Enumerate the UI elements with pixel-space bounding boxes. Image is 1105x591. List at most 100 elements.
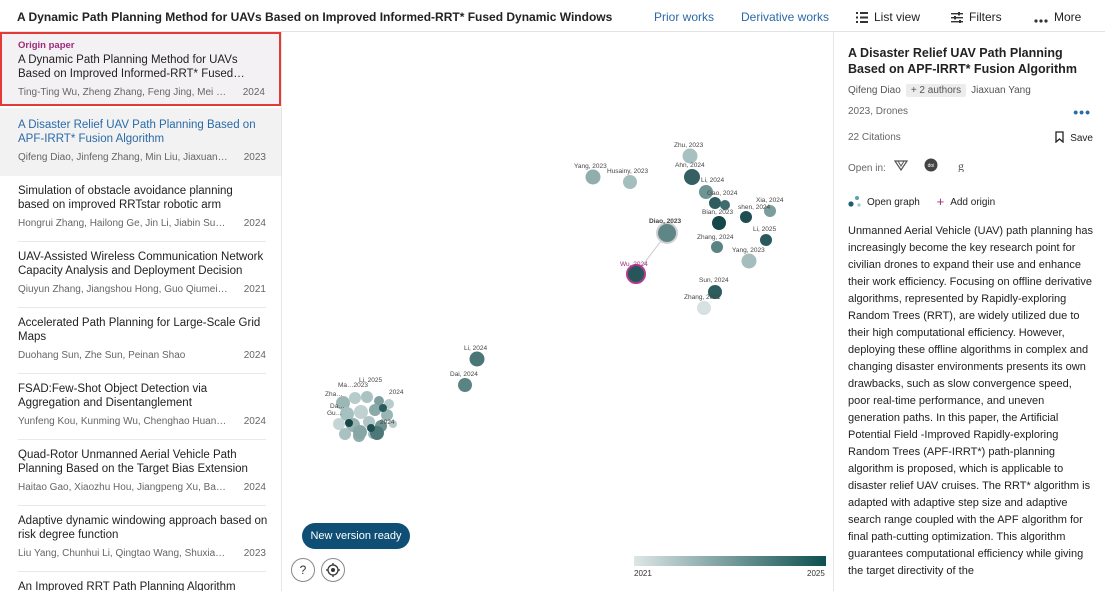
list-item[interactable]: Accelerated Path Planning for Large-Scal… bbox=[0, 308, 281, 374]
doi-icon[interactable]: doi bbox=[924, 158, 938, 172]
paper-list: Origin paper A Dynamic Path Planning Met… bbox=[0, 32, 282, 591]
list-item[interactable]: UAV-Assisted Wireless Communication Netw… bbox=[0, 242, 281, 308]
filters-label: Filters bbox=[969, 10, 1002, 24]
graph-node-origin[interactable] bbox=[626, 264, 646, 284]
detail-first-author[interactable]: Qifeng Diao bbox=[848, 85, 901, 96]
graph-node-label: Li, 2025 bbox=[753, 226, 777, 233]
graph-node-label: Yang, 2023 bbox=[574, 163, 607, 170]
filters-button[interactable]: Filters bbox=[951, 10, 1002, 24]
svg-text:doi: doi bbox=[928, 163, 935, 169]
paper-authors: Duohang Sun, Zhe Sun, Peinan Shao bbox=[18, 350, 186, 361]
detail-more-button[interactable]: ••• bbox=[1073, 104, 1091, 120]
graph-canvas[interactable]: Zhu, 2023 Yang, 2023 Husainy, 2023 Ahn, … bbox=[283, 32, 833, 591]
divider bbox=[18, 571, 266, 572]
recenter-button[interactable] bbox=[321, 558, 345, 582]
graph-node[interactable] bbox=[764, 205, 776, 217]
origin-paper-item[interactable]: Origin paper A Dynamic Path Planning Met… bbox=[0, 32, 281, 106]
graph-node-selected[interactable] bbox=[656, 222, 678, 244]
more-button[interactable]: More bbox=[1034, 10, 1081, 24]
plus-icon: + bbox=[936, 194, 945, 209]
derivative-works-link[interactable]: Derivative works bbox=[741, 10, 830, 24]
paper-authors: Haitao Gao, Xiaozhu Hou, Jiangpeng Xu, B… bbox=[18, 482, 230, 493]
paper-authors: Yunfeng Kou, Kunming Wu, Chenghao Huang,… bbox=[18, 416, 230, 427]
graph-node-label: Zhang, 2024 bbox=[697, 234, 734, 241]
paper-year: 2024 bbox=[243, 482, 266, 493]
graph-node[interactable] bbox=[708, 285, 722, 299]
list-view-button[interactable]: List view bbox=[856, 10, 920, 24]
graph-node[interactable] bbox=[682, 148, 698, 164]
top-bar: A Dynamic Path Planning Method for UAVs … bbox=[0, 0, 1105, 32]
prior-works-link[interactable]: Prior works bbox=[654, 10, 715, 24]
list-icon bbox=[856, 12, 868, 23]
graph-node-label: Ahn, 2024 bbox=[675, 162, 705, 169]
graph-node-label: Zhu, 2023 bbox=[674, 142, 704, 149]
graph-node[interactable] bbox=[709, 197, 721, 209]
graph-node[interactable] bbox=[623, 175, 637, 189]
divider bbox=[18, 505, 266, 506]
paper-year: 2024 bbox=[243, 350, 266, 361]
graph-node[interactable] bbox=[711, 241, 723, 253]
help-button[interactable]: ? bbox=[291, 558, 315, 582]
graph-node[interactable] bbox=[469, 351, 485, 367]
list-item[interactable]: A Disaster Relief UAV Path Planning Base… bbox=[0, 108, 281, 176]
more-authors-chip[interactable]: + 2 authors bbox=[905, 84, 967, 97]
paper-year: 2021 bbox=[243, 284, 266, 295]
graph-title: A Dynamic Path Planning Method for UAVs … bbox=[17, 10, 613, 24]
graph-node-label: Gao, 2024 bbox=[707, 190, 738, 197]
graph-node[interactable] bbox=[585, 169, 601, 185]
add-origin-label: Add origin bbox=[950, 197, 996, 208]
citation-graph[interactable]: Zhu, 2023 Yang, 2023 Husainy, 2023 Ahn, … bbox=[283, 32, 833, 591]
semantic-scholar-icon[interactable] bbox=[893, 158, 909, 172]
paper-authors: Qiuyun Zhang, Jiangshou Hong, Guo Qiumei… bbox=[18, 284, 230, 295]
google-scholar-icon[interactable]: g bbox=[955, 158, 969, 173]
graph-node-label: Yang, 2023 bbox=[732, 247, 765, 254]
graph-node-label: Wu, 2024 bbox=[620, 261, 648, 268]
graph-node[interactable] bbox=[712, 216, 726, 230]
detail-venue: 2023, Drones bbox=[848, 106, 909, 117]
list-item[interactable]: Simulation of obstacle avoidance plannin… bbox=[0, 176, 281, 242]
add-origin-button[interactable]: + Add origin bbox=[936, 194, 996, 209]
detail-last-author[interactable]: Jiaxuan Yang bbox=[971, 85, 1031, 96]
graph-node-label: Li, 2024 bbox=[701, 177, 725, 184]
paper-title: Simulation of obstacle avoidance plannin… bbox=[18, 185, 233, 211]
svg-text:g: g bbox=[958, 159, 964, 172]
graph-node[interactable] bbox=[720, 200, 730, 210]
year-color-legend bbox=[634, 556, 826, 566]
graph-node[interactable] bbox=[740, 211, 752, 223]
open-in-icons: doi g bbox=[893, 158, 981, 177]
paper-title: Quad-Rotor Unmanned Aerial Vehicle Path … bbox=[18, 449, 248, 477]
list-item[interactable]: Quad-Rotor Unmanned Aerial Vehicle Path … bbox=[0, 440, 281, 506]
save-button[interactable]: Save bbox=[1055, 131, 1093, 144]
list-item[interactable]: Adaptive dynamic windowing approach base… bbox=[0, 506, 281, 572]
graph-node-label: Da… bbox=[330, 403, 345, 410]
more-dots-icon bbox=[1034, 19, 1048, 23]
origin-paper-tag: Origin paper bbox=[18, 40, 75, 51]
more-label: More bbox=[1054, 10, 1082, 24]
paper-year: 2023 bbox=[243, 548, 266, 559]
graph-node[interactable] bbox=[684, 169, 700, 185]
paper-title: FSAD:Few-Shot Object Detection via Aggre… bbox=[18, 383, 208, 409]
graph-node[interactable] bbox=[760, 234, 772, 246]
paper-title: Adaptive dynamic windowing approach base… bbox=[18, 515, 268, 541]
graph-node-label: 2024 bbox=[389, 389, 404, 396]
graph-node-label: Li, 2025 bbox=[359, 377, 383, 384]
list-view-label: List view bbox=[874, 10, 921, 24]
graph-node[interactable] bbox=[699, 185, 713, 199]
graph-node-label: Dai, 2024 bbox=[450, 371, 478, 378]
graph-node[interactable] bbox=[458, 378, 472, 392]
graph-node-label: 2024 bbox=[380, 419, 395, 426]
node-cluster[interactable] bbox=[333, 391, 397, 442]
list-item[interactable]: An Improved RRT Path Planning Algorithm … bbox=[0, 572, 281, 591]
list-item[interactable]: FSAD:Few-Shot Object Detection via Aggre… bbox=[0, 374, 281, 440]
graph-node-label: shen, 2024 bbox=[738, 204, 771, 211]
paper-title: An Improved RRT Path Planning Algorithm … bbox=[18, 581, 236, 591]
new-version-button[interactable]: New version ready bbox=[302, 523, 410, 549]
detail-abstract: Unmanned Aerial Vehicle (UAV) path plann… bbox=[848, 225, 1094, 577]
open-graph-button[interactable]: Open graph bbox=[848, 196, 920, 208]
graph-node[interactable] bbox=[697, 301, 711, 315]
detail-citations[interactable]: 22 Citations bbox=[848, 132, 901, 143]
help-icon: ? bbox=[299, 563, 307, 577]
graph-node[interactable] bbox=[741, 253, 757, 269]
open-graph-label: Open graph bbox=[867, 197, 920, 208]
open-in-label: Open in: bbox=[848, 163, 886, 174]
